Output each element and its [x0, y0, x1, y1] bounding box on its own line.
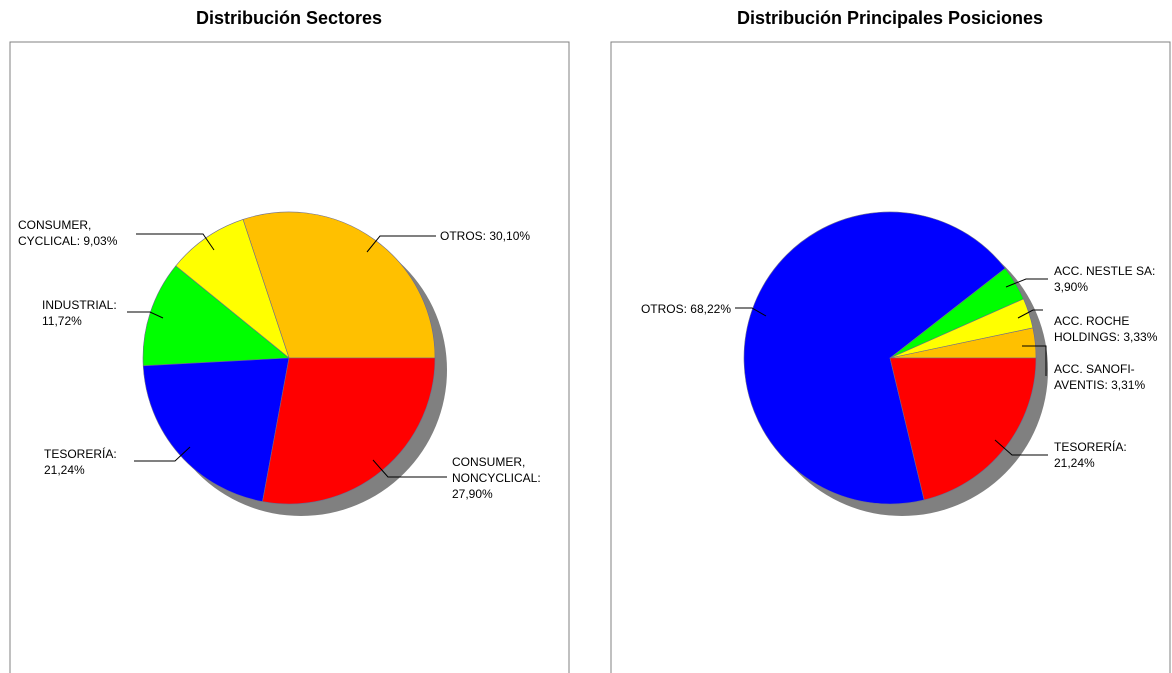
- leader-line: [136, 233, 215, 251]
- data-label: OTROS: 30,10%: [440, 229, 530, 243]
- chart-title: Distribución Principales Posiciones: [737, 8, 1043, 28]
- data-label: ACC. SANOFI-AVENTIS: 3,31%: [1054, 362, 1145, 392]
- leader-line: [1022, 345, 1047, 376]
- data-label: ACC. ROCHE HOLDINGS: 3,33%: [1054, 314, 1158, 344]
- data-label: CONSUMER, NONCYCLICAL: 27,90%: [452, 455, 541, 501]
- chart-title: Distribución Sectores: [196, 8, 382, 28]
- pie-slice: [743, 211, 1006, 505]
- leader-line: [735, 307, 767, 317]
- data-label: TESORERÍA: 21,24%: [1054, 439, 1127, 470]
- pie-slice: [142, 357, 290, 502]
- leader-line: [1017, 309, 1043, 319]
- leader-line: [134, 446, 191, 462]
- data-label: CONSUMER, CYCLICAL: 9,03%: [18, 218, 118, 248]
- data-label: INDUSTRIAL: 11,72%: [42, 298, 117, 328]
- leader-line: [366, 235, 436, 253]
- pie-slice: [142, 265, 290, 367]
- pie-slice: [242, 211, 436, 359]
- data-label: ACC. NESTLE SA: 3,90%: [1054, 264, 1155, 294]
- leader-line: [994, 439, 1048, 456]
- data-label: OTROS: 68,22%: [641, 302, 731, 316]
- leader-line: [127, 311, 164, 319]
- data-label: TESORERÍA: 21,24%: [44, 446, 117, 477]
- leader-line: [1005, 278, 1048, 288]
- leader-line: [372, 459, 447, 478]
